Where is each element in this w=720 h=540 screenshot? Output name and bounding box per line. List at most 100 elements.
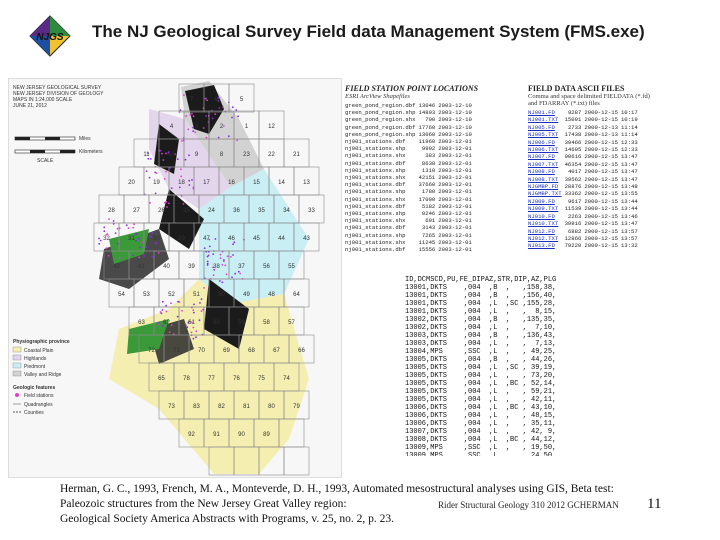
shapefile-row: nj001_stations.dbf 15556 2003-12-01 — [345, 246, 475, 253]
shapefile-row: nj001_stations.dbf 8638 2003-12-01 — [345, 160, 475, 167]
file-link[interactable]: NJ006.FD — [528, 138, 555, 146]
quadrangle-label: 75 — [258, 376, 265, 382]
shapefile-row: nj001_stations.shx 11245 2003-12-01 — [345, 239, 475, 246]
file-link[interactable]: NJ006.TXT — [528, 146, 559, 154]
file-time: 13:47 — [620, 168, 638, 176]
field-station-dot — [217, 136, 220, 139]
field-station-dot — [192, 115, 195, 118]
field-station-dot — [192, 309, 195, 312]
field-station-dot — [192, 337, 195, 340]
file-link[interactable]: NJ001.TXT — [528, 116, 559, 124]
quadrangle-label: 91 — [213, 432, 220, 438]
field-station-dot — [98, 242, 101, 245]
field-station-dot — [159, 149, 162, 152]
file-link[interactable]: NJ008.FD — [528, 168, 555, 176]
file-link[interactable]: NJGMBP.FD — [528, 183, 559, 191]
quadrangle-label: 5 — [240, 97, 244, 103]
field-station-dot — [176, 158, 179, 160]
ascii-file-row: NJ008.FD 4017 2000-12-15 13:47 — [528, 168, 641, 175]
file-size: 2733 — [567, 123, 582, 131]
fda-subtitle: and FDARRAY (*.txt) files — [528, 100, 600, 107]
file-link[interactable]: NJ013.FD — [528, 242, 555, 250]
file-date: 2003-12-01 — [438, 202, 472, 210]
file-time: 12:33 — [620, 138, 638, 146]
quadrangle-label: 32 — [103, 236, 110, 242]
file-time: 13:47 — [620, 160, 638, 168]
field-station-dot — [206, 260, 209, 263]
shapefile-row: nj001_stations.dbf 11960 2003-12-01 — [345, 138, 475, 145]
file-time: 13:32 — [620, 242, 638, 250]
field-station-dot — [143, 255, 146, 257]
field-station-dot — [183, 94, 185, 96]
quadrangle-label: 48 — [268, 292, 275, 298]
quadrangle-label: 90 — [238, 432, 245, 438]
field-station-dot — [164, 201, 166, 204]
file-link[interactable]: NJ007.FD — [528, 153, 555, 161]
quadrangle-label: 10 — [168, 152, 175, 158]
file-size: 12866 — [564, 234, 582, 242]
shapefile-row: green_pond_region.shx 790 2003-12-10 — [345, 116, 475, 123]
ascii-file-row: NJ006.TXT 14605 2000-12-15 12:33 — [528, 146, 641, 153]
quadrangle-label: 50 — [218, 292, 225, 298]
field-station-dot — [177, 300, 180, 303]
field-station-dot — [206, 262, 209, 265]
file-link[interactable]: NJ008.TXT — [528, 175, 559, 183]
file-date: 2000-12-15 — [584, 146, 618, 154]
quadrangle-label: 19 — [153, 180, 160, 186]
field-station-dot — [203, 247, 206, 250]
field-station-points-panel: FIELD STATION POINT LOCATIONS ESRI ArcVi… — [345, 84, 515, 253]
csv-line: 13005,DKTS ,004 ,B , , 44,26, — [405, 356, 557, 364]
shapefile-row: nj001_stations.shx 17000 2003-12-01 — [345, 196, 475, 203]
file-date: 2000-12-15 — [584, 109, 618, 116]
field-station-dot — [188, 179, 191, 182]
quadrangle-label: 31 — [128, 236, 135, 242]
quadrangle-label: 38 — [213, 264, 220, 270]
file-link[interactable]: NJ010.TXT — [528, 220, 559, 228]
file-link[interactable]: NJ009.FD — [528, 197, 555, 205]
field-station-dot — [180, 175, 183, 178]
agency-line: NEW JERSEY GEOLOGICAL SURVEY — [13, 85, 102, 91]
file-date: 2000-12-15 — [584, 175, 618, 183]
quadrangle-label: 12 — [268, 124, 275, 130]
quadrangle-label: 22 — [268, 152, 275, 158]
field-station-dot — [185, 115, 188, 118]
field-station-dot — [167, 151, 170, 154]
csv-line: 13003,DKTS ,004 ,B , ,136,43, — [405, 332, 557, 340]
field-station-dot — [232, 243, 235, 246]
field-station-dot — [212, 274, 215, 276]
file-link[interactable]: NJ009.TXT — [528, 205, 559, 213]
file-size: 17000 — [418, 195, 436, 203]
file-link[interactable]: NJ005.TXT — [528, 131, 559, 139]
file-time: 13:47 — [620, 175, 638, 183]
map-legend: Physiographic province Coastal Plain Hig… — [12, 339, 70, 416]
field-station-dot — [226, 255, 229, 258]
file-time: 13:44 — [620, 197, 638, 205]
file-link[interactable]: NJ012.TXT — [528, 234, 559, 242]
csv-line: 13001,DKTS ,004 ,B , ,158,38, — [405, 284, 557, 292]
quadrangle-label: 17 — [203, 180, 210, 186]
quadrangle-label: 89 — [263, 432, 270, 438]
field-station-dot — [161, 152, 163, 155]
field-station-dot — [163, 178, 166, 180]
file-link[interactable]: NJ005.FD — [528, 123, 555, 131]
file-link[interactable]: NJ001.FD — [528, 109, 555, 116]
ascii-file-row: NJGMBP.TXT 33362 2000-12-15 13:55 — [528, 190, 641, 197]
shapefile-row: green_pond_region.shp 13060 2003-12-10 — [345, 131, 475, 138]
file-size: 9992 — [421, 145, 436, 153]
field-station-dot — [211, 117, 214, 120]
field-station-dot — [190, 331, 193, 334]
field-station-dot — [165, 310, 168, 313]
field-station-dot — [145, 170, 148, 172]
shapefile-row: nj001_stations.shx 42151 2003-12-01 — [345, 174, 475, 181]
shapefile-row: nj001_stations.shx 383 2003-12-01 — [345, 152, 475, 159]
file-link[interactable]: NJGMBP.TXT — [528, 190, 562, 198]
file-link[interactable]: NJ012.FD — [528, 227, 555, 235]
quadrangle-cell — [283, 446, 310, 476]
field-station-dot — [187, 321, 190, 324]
quadrangle-label: 45 — [253, 236, 260, 242]
file-link[interactable]: NJ007.TXT — [528, 160, 559, 168]
field-station-dot — [231, 116, 233, 119]
field-station-dot — [161, 325, 164, 327]
ascii-file-row: NJ009.FD 9617 2000-12-15 13:44 — [528, 198, 641, 205]
file-link[interactable]: NJ010.FD — [528, 212, 555, 220]
